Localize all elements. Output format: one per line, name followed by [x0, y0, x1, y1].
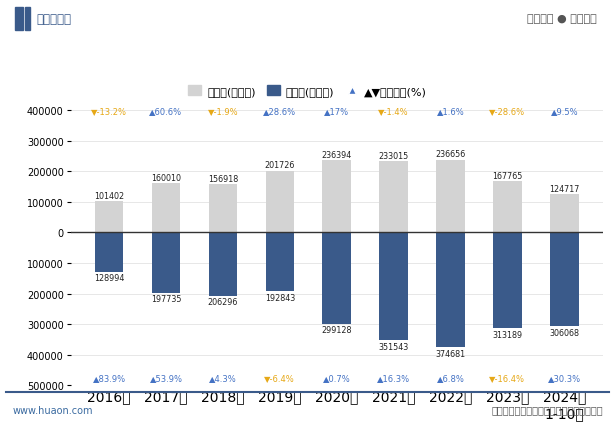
Text: ▲60.6%: ▲60.6% [149, 106, 183, 115]
Bar [436, 161, 465, 233]
Bar [208, 233, 237, 296]
Bar [322, 233, 351, 324]
Text: ▲28.6%: ▲28.6% [263, 106, 296, 115]
Text: ▲6.8%: ▲6.8% [437, 374, 464, 383]
Text: ▼-1.9%: ▼-1.9% [208, 106, 238, 115]
Text: ▼-6.4%: ▼-6.4% [264, 374, 295, 383]
Text: 124717: 124717 [549, 184, 579, 193]
Text: 236394: 236394 [322, 150, 352, 159]
Bar [493, 181, 522, 233]
Bar [379, 162, 408, 233]
Text: 206296: 206296 [208, 297, 238, 306]
Text: 2016-2024年10月红河州(境内目的地/货源地)进、出口额: 2016-2024年10月红河州(境内目的地/货源地)进、出口额 [165, 50, 450, 65]
Text: www.huaon.com: www.huaon.com [12, 405, 93, 414]
Bar [322, 161, 351, 233]
Text: ▲17%: ▲17% [324, 106, 349, 115]
Text: 160010: 160010 [151, 173, 181, 182]
Text: 374681: 374681 [435, 349, 466, 358]
Text: 101402: 101402 [94, 191, 124, 200]
Text: ▲53.9%: ▲53.9% [149, 374, 183, 383]
Bar [152, 184, 180, 233]
Text: 351543: 351543 [378, 342, 409, 351]
Bar [493, 233, 522, 328]
Text: 192843: 192843 [264, 293, 295, 302]
Bar [266, 233, 294, 292]
Text: 313189: 313189 [493, 330, 523, 339]
Text: 233015: 233015 [378, 151, 409, 160]
Text: ▲1.6%: ▲1.6% [437, 106, 464, 115]
Text: ▲30.3%: ▲30.3% [548, 374, 581, 383]
Text: 299128: 299128 [322, 326, 352, 335]
Text: 专业严谨 ● 客观科学: 专业严谨 ● 客观科学 [527, 14, 597, 24]
Bar [266, 171, 294, 233]
Bar [208, 185, 237, 233]
Bar [25, 8, 30, 31]
Text: 数据来源：中国海关，华经产业研究院整理: 数据来源：中国海关，华经产业研究院整理 [491, 405, 603, 414]
Text: 167765: 167765 [492, 171, 523, 180]
Bar [95, 233, 124, 272]
Text: 236656: 236656 [435, 150, 466, 159]
Text: ▲16.3%: ▲16.3% [377, 374, 410, 383]
Text: ▲9.5%: ▲9.5% [550, 106, 578, 115]
Text: ▼-28.6%: ▼-28.6% [490, 106, 525, 115]
Bar [379, 233, 408, 340]
Text: ▼-1.4%: ▼-1.4% [378, 106, 409, 115]
Text: 201726: 201726 [264, 161, 295, 170]
Bar [436, 233, 465, 347]
Text: ▼-16.4%: ▼-16.4% [490, 374, 525, 383]
Text: ▲4.3%: ▲4.3% [209, 374, 237, 383]
Bar [95, 202, 124, 233]
Bar [152, 233, 180, 293]
Text: ▼-13.2%: ▼-13.2% [91, 106, 127, 115]
Bar [550, 233, 579, 326]
Text: 306068: 306068 [549, 328, 579, 337]
Text: 197735: 197735 [151, 295, 181, 304]
Text: 156918: 156918 [208, 175, 238, 184]
Bar [550, 195, 579, 233]
Text: 华经情报网: 华经情报网 [37, 13, 72, 26]
Bar [15, 8, 23, 31]
Text: ▲83.9%: ▲83.9% [93, 374, 125, 383]
Legend: 出口额(万美元), 进口额(万美元), ▲▼同比增长(%): 出口额(万美元), 进口额(万美元), ▲▼同比增长(%) [184, 82, 431, 101]
Text: 128994: 128994 [94, 274, 124, 283]
Text: ▲0.7%: ▲0.7% [323, 374, 351, 383]
